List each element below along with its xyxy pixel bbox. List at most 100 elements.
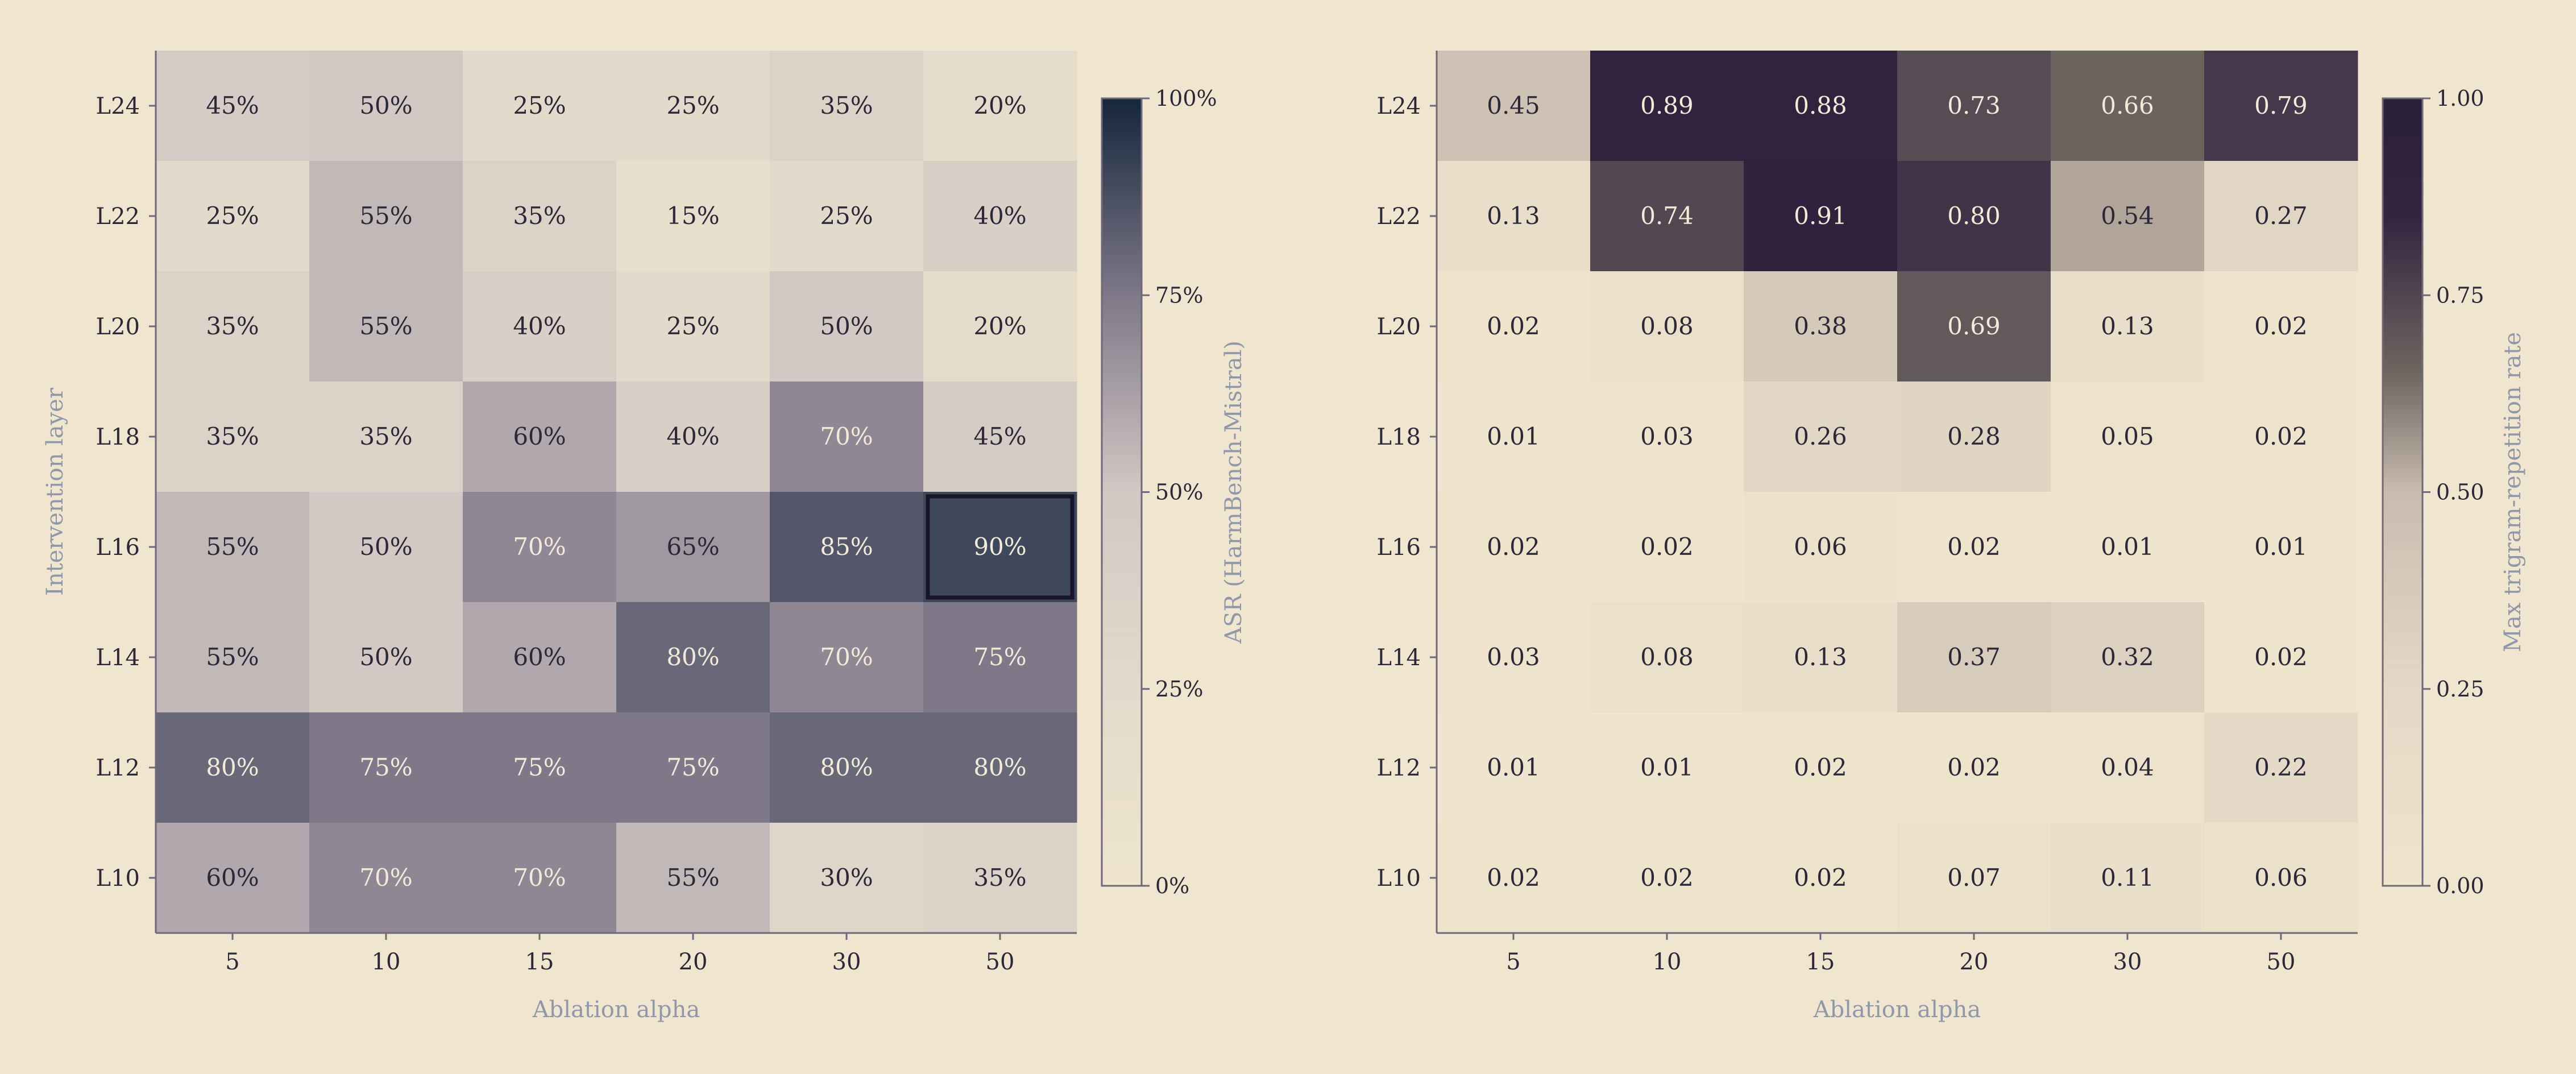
x-axis-title: Ablation alpha bbox=[1813, 997, 1981, 1023]
heatmap-cell bbox=[309, 51, 463, 161]
heatmap-cell bbox=[1590, 602, 1744, 713]
x-tick-label: 10 bbox=[1653, 949, 1682, 975]
x-tick-label: 50 bbox=[2267, 949, 2296, 975]
cell-value-label: 0.32 bbox=[2101, 643, 2154, 671]
cell-value-label: 55% bbox=[666, 864, 719, 891]
cell-value-label: 0.54 bbox=[2101, 202, 2154, 230]
heatmap-cell bbox=[770, 161, 924, 272]
cell-value-label: 80% bbox=[973, 753, 1026, 781]
heatmap-cell bbox=[616, 823, 770, 934]
cell-value-label: 80% bbox=[820, 753, 873, 781]
y-tick-label: L24 bbox=[96, 93, 140, 119]
cell-value-label: 50% bbox=[359, 92, 412, 119]
cell-value-label: 40% bbox=[973, 202, 1026, 230]
heatmap-cell bbox=[1744, 51, 1898, 161]
cell-value-label: 35% bbox=[206, 312, 259, 340]
cell-value-label: 0.01 bbox=[1640, 753, 1694, 781]
heatmap-cell bbox=[309, 271, 463, 382]
heatmap-cell bbox=[309, 382, 463, 492]
heatmap-cell bbox=[1590, 271, 1744, 382]
cell-value-label: 0.13 bbox=[2101, 312, 2154, 340]
cell-value-label: 75% bbox=[666, 753, 719, 781]
cell-value-label: 0.02 bbox=[1640, 533, 1694, 561]
x-tick-label: 20 bbox=[679, 949, 708, 975]
cell-value-label: 0.13 bbox=[1794, 643, 1847, 671]
colorbar-tick-label: 1.00 bbox=[2436, 86, 2484, 111]
cell-value-label: 0.02 bbox=[2254, 312, 2308, 340]
cell-value-label: 0.02 bbox=[1640, 864, 1694, 891]
heatmap-cell bbox=[463, 382, 617, 492]
cell-value-label: 40% bbox=[666, 422, 719, 450]
cell-value-label: 15% bbox=[666, 202, 719, 230]
heatmap-cell bbox=[923, 823, 1077, 934]
heatmap-cell bbox=[309, 602, 463, 713]
cell-value-label: 0.27 bbox=[2254, 202, 2308, 230]
cell-value-label: 90% bbox=[973, 533, 1026, 561]
heatmap-cell bbox=[463, 51, 617, 161]
cell-value-label: 40% bbox=[513, 312, 566, 340]
cell-value-label: 25% bbox=[513, 92, 566, 119]
colorbar bbox=[1101, 97, 1143, 887]
cell-value-label: 25% bbox=[820, 202, 873, 230]
heatmap-cell bbox=[770, 271, 924, 382]
heatmap-cell bbox=[770, 51, 924, 161]
heatmap-cell bbox=[770, 823, 924, 934]
y-tick-label: L20 bbox=[1377, 314, 1421, 340]
cell-value-label: 0.02 bbox=[1487, 312, 1540, 340]
heatmap-cell bbox=[923, 161, 1077, 272]
y-tick-label: L16 bbox=[1377, 534, 1421, 561]
repetition-heatmap-panel: 0.45 0.89 0.88 0.73 0.66 0.79 0.13 0.74 0.91 0.80… bbox=[1377, 51, 2526, 1023]
heatmap-cell bbox=[1437, 602, 1591, 713]
cell-value-label: 35% bbox=[359, 422, 412, 450]
colorbar-tick-label: 0% bbox=[1155, 873, 1189, 898]
y-tick-label: L14 bbox=[1377, 645, 1421, 671]
colorbar-tick-label: 25% bbox=[1155, 677, 1203, 702]
cell-value-label: 0.07 bbox=[1947, 864, 2001, 891]
cell-value-label: 55% bbox=[206, 643, 259, 671]
heatmap-cell bbox=[309, 492, 463, 603]
heatmap-cell bbox=[156, 712, 310, 823]
cell-value-label: 0.79 bbox=[2254, 92, 2308, 119]
cell-value-label: 35% bbox=[820, 92, 873, 119]
heatmap-cell bbox=[616, 51, 770, 161]
cell-value-label: 50% bbox=[359, 533, 412, 561]
y-tick-label: L10 bbox=[1377, 865, 1421, 891]
heatmap-cell bbox=[1437, 492, 1591, 603]
x-tick-label: 5 bbox=[225, 949, 239, 975]
cell-value-label: 0.26 bbox=[1794, 422, 1847, 450]
heatmap-cell bbox=[1897, 51, 2051, 161]
heatmap-cell bbox=[923, 492, 1077, 603]
y-tick-label: L18 bbox=[1377, 424, 1421, 450]
heatmap-cell bbox=[2051, 712, 2205, 823]
cell-value-label: 80% bbox=[666, 643, 719, 671]
heatmap-cell bbox=[156, 51, 310, 161]
heatmap-cell bbox=[2051, 271, 2205, 382]
heatmap-cell bbox=[1897, 382, 2051, 492]
cell-value-label: 0.66 bbox=[2101, 92, 2154, 119]
cell-value-label: 80% bbox=[206, 753, 259, 781]
heatmap-cell bbox=[1744, 382, 1898, 492]
colorbar-tick-label: 0.00 bbox=[2436, 873, 2484, 898]
cell-value-label: 0.02 bbox=[1794, 864, 1847, 891]
heatmap-cell bbox=[1897, 492, 2051, 603]
heatmap-cell bbox=[1897, 271, 2051, 382]
heatmap-cell bbox=[463, 823, 617, 934]
heatmap-cell bbox=[1437, 271, 1591, 382]
cell-value-label: 20% bbox=[973, 92, 1026, 119]
heatmap-cell bbox=[1437, 823, 1591, 934]
colorbar bbox=[2382, 97, 2424, 887]
colorbar-tick-label: 50% bbox=[1155, 480, 1203, 505]
heatmap-cell bbox=[1744, 823, 1898, 934]
cell-value-label: 0.45 bbox=[1487, 92, 1540, 119]
colorbar-tick-label: 0.50 bbox=[2436, 480, 2484, 505]
y-tick-label: L14 bbox=[96, 645, 140, 671]
heatmap-cell bbox=[309, 161, 463, 272]
cell-value-label: 55% bbox=[359, 312, 412, 340]
cell-value-label: 75% bbox=[359, 753, 412, 781]
cell-value-label: 0.02 bbox=[1947, 533, 2001, 561]
cell-value-label: 25% bbox=[666, 92, 719, 119]
cell-value-label: 60% bbox=[513, 643, 566, 671]
cell-value-label: 45% bbox=[973, 422, 1026, 450]
y-tick-label: L18 bbox=[96, 424, 140, 450]
heatmap-cell bbox=[1590, 161, 1744, 272]
